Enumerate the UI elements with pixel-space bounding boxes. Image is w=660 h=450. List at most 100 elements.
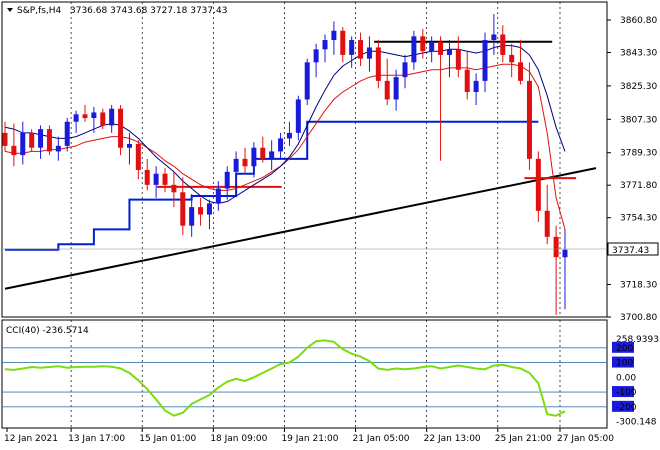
candle-body xyxy=(535,158,541,211)
candle-body xyxy=(384,80,390,100)
candle-body xyxy=(269,151,275,159)
cci-tick-label: -100 xyxy=(616,388,637,398)
x-tick-label: 13 Jan 17:00 xyxy=(68,434,125,444)
candle-body xyxy=(446,49,452,55)
x-tick-label: 22 Jan 13:00 xyxy=(424,434,481,444)
candle-body xyxy=(144,169,150,185)
candle-body xyxy=(402,62,408,78)
candle-body xyxy=(100,112,106,126)
y-tick-label: 3771.80 xyxy=(620,181,657,191)
candle-body xyxy=(526,80,532,159)
cci-level-box xyxy=(612,356,634,368)
candle-body xyxy=(393,77,399,100)
y-tick-label: 3789.30 xyxy=(620,149,657,159)
candle-body xyxy=(198,207,204,215)
x-tick-label: 27 Jan 05:00 xyxy=(557,434,614,444)
dropdown-arrow-icon[interactable] xyxy=(7,8,13,12)
y-tick-label: 3718.30 xyxy=(620,281,657,291)
candle-body xyxy=(233,158,239,172)
candle-body xyxy=(518,62,524,81)
candle-body xyxy=(64,121,70,146)
candle-body xyxy=(180,192,186,226)
cci-tick-label: 200 xyxy=(616,344,633,354)
candle-body xyxy=(38,129,44,148)
candle-body xyxy=(358,40,364,59)
current-price-label: 3737.43 xyxy=(612,246,649,256)
cci-tick-label: 0.00 xyxy=(616,373,636,383)
candle-body xyxy=(313,49,319,63)
candle-body xyxy=(153,173,159,185)
slow-moving-average xyxy=(4,63,566,230)
x-tick-label: 25 Jan 21:00 xyxy=(495,434,552,444)
x-tick-label: 21 Jan 05:00 xyxy=(353,434,410,444)
y-tick-label: 3825.30 xyxy=(620,82,657,92)
candle-body xyxy=(553,236,559,258)
candle-body xyxy=(304,62,310,100)
price-plot xyxy=(2,14,607,315)
fast-moving-average xyxy=(4,45,566,204)
candle-body xyxy=(224,171,230,189)
candle-body xyxy=(500,34,506,55)
indicator-plot-frame xyxy=(1,319,608,429)
candle-body xyxy=(29,132,35,148)
cci-tick-label: -200 xyxy=(616,403,637,413)
candle-body xyxy=(375,47,381,81)
candle-body xyxy=(260,147,266,159)
candle-body xyxy=(82,114,88,119)
candle-body xyxy=(206,203,212,215)
cci-tick-label: 258.9393 xyxy=(616,335,659,345)
candle-body xyxy=(2,132,8,146)
candle-body xyxy=(46,129,52,152)
candle-body xyxy=(340,30,346,55)
candle-body xyxy=(215,188,221,204)
candle-body xyxy=(420,36,426,52)
grid xyxy=(70,2,561,428)
ohlc-readout: 3736.68 3743.68 3727.18 3737.43 xyxy=(70,6,227,16)
candle-body xyxy=(455,49,461,70)
candle-body xyxy=(162,173,168,185)
candle-body xyxy=(286,132,292,139)
y-tick-label: 3843.30 xyxy=(620,48,657,58)
cci-tick-label: -300.148 xyxy=(616,418,657,428)
candle-body xyxy=(509,54,515,63)
y-tick-label: 3860.80 xyxy=(620,16,657,26)
candle-body xyxy=(473,80,479,93)
candle-body xyxy=(11,145,17,156)
candle-body xyxy=(491,34,497,41)
candle-body xyxy=(349,40,355,55)
cci-plot xyxy=(2,339,607,417)
y-tick-label: 3700.80 xyxy=(620,313,657,323)
candle-body xyxy=(118,108,124,148)
x-tick-label: 12 Jan 2021 xyxy=(4,434,58,444)
candle-body xyxy=(562,249,568,258)
current-price-box xyxy=(607,242,659,256)
candle-body xyxy=(242,158,248,167)
candle-body xyxy=(251,147,257,167)
cci-header: CCI(40) -236.5714 xyxy=(6,326,89,336)
candle-body xyxy=(429,41,435,52)
candle-body xyxy=(366,47,372,59)
x-tick-label: 15 Jan 01:00 xyxy=(139,434,196,444)
y-tick-label: 3754.30 xyxy=(620,214,657,224)
candle-body xyxy=(438,41,444,55)
x-tick-label: 18 Jan 09:00 xyxy=(210,434,267,444)
symbol-label: S&P,fs,H4 xyxy=(17,6,62,16)
candle-body xyxy=(411,36,417,63)
candle-body xyxy=(278,138,284,152)
candle-body xyxy=(171,184,177,193)
candle-body xyxy=(189,207,195,226)
trendline xyxy=(4,167,597,290)
candle-body xyxy=(55,145,61,152)
candle-body xyxy=(322,40,328,50)
candle-body xyxy=(20,132,26,156)
cci-level-box xyxy=(612,386,634,398)
cci-level-box xyxy=(612,341,634,353)
candle-body xyxy=(109,108,115,126)
candle-body xyxy=(135,143,141,170)
candle-body xyxy=(73,114,79,122)
x-tick-label: 19 Jan 21:00 xyxy=(281,434,338,444)
candle-body xyxy=(295,99,301,133)
cci-tick-label: 100 xyxy=(616,359,633,369)
cci-line xyxy=(4,339,566,417)
